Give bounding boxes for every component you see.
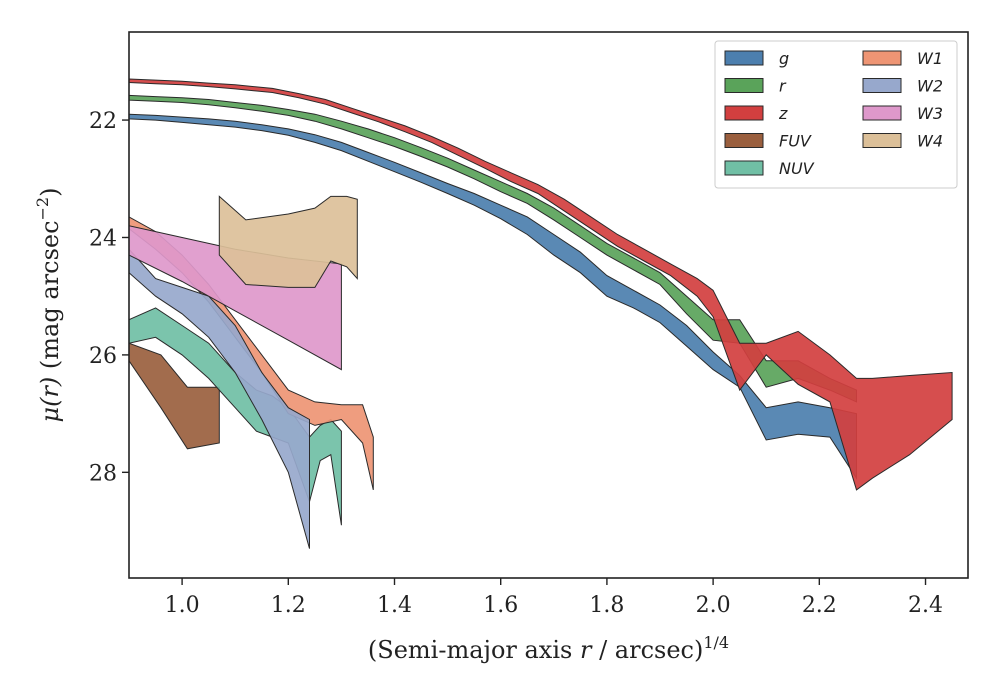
legend-swatch-w2: [862, 78, 902, 93]
x-tick-label: 1.2: [271, 593, 306, 618]
legend-label-r: r: [779, 77, 787, 96]
band-w2: [129, 248, 310, 549]
legend-swatch-fuv: [724, 133, 764, 148]
legend-box: [714, 40, 958, 189]
bands-layer: [129, 78, 953, 549]
band-fuv: [129, 342, 220, 450]
x-tick-label: 1.4: [377, 593, 412, 618]
legend: grz FUV NUV W1 W2 W3 W4: [714, 40, 958, 189]
legend-label-nuv: NUV: [779, 159, 815, 178]
x-tick-label: 1.6: [483, 593, 518, 618]
legend-label-w3: W3: [917, 104, 943, 123]
x-tick-label: 1.0: [165, 593, 200, 618]
legend-swatch-nuv: [724, 160, 764, 176]
x-axis-label: (Semi-major axis r / arcsec)1/4: [368, 633, 729, 664]
legend-swatch-w4: [862, 133, 902, 148]
x-tick-label: 2.4: [908, 593, 943, 618]
legend-label-w4: W4: [917, 132, 943, 151]
legend-swatch-r: [724, 78, 764, 93]
legend-swatch-g: [724, 50, 764, 66]
y-tick-label: 22: [89, 109, 117, 134]
legend-label-g: g: [779, 49, 789, 68]
legend-label-fuv: FUV: [779, 132, 812, 151]
legend-swatch-w1: [862, 50, 902, 66]
plot-frame: [128, 31, 969, 579]
x-ticks: 1.0 1.2 1.4 1.6 1.8 2.0 2.2 2.4: [165, 578, 943, 618]
legend-swatch-z: [724, 105, 764, 121]
band-w4: [218, 195, 358, 288]
legend-label-w1: W1: [917, 49, 943, 68]
x-tick-label: 2.2: [802, 593, 837, 618]
y-tick-label: 28: [89, 461, 117, 486]
legend-label-z: z: [778, 104, 788, 123]
x-tick-label: 2.0: [696, 593, 731, 618]
x-tick-label: 1.8: [589, 593, 624, 618]
y-ticks: 22 24 26 28: [89, 109, 129, 486]
y-axis-label: μ(r) (mag arcsec−2): [33, 188, 64, 423]
legend-swatch-w3: [862, 105, 902, 121]
y-tick-label: 26: [89, 344, 117, 369]
band-z: [129, 78, 953, 491]
legend-label-w2: W2: [917, 77, 943, 96]
y-tick-label: 24: [89, 226, 117, 251]
